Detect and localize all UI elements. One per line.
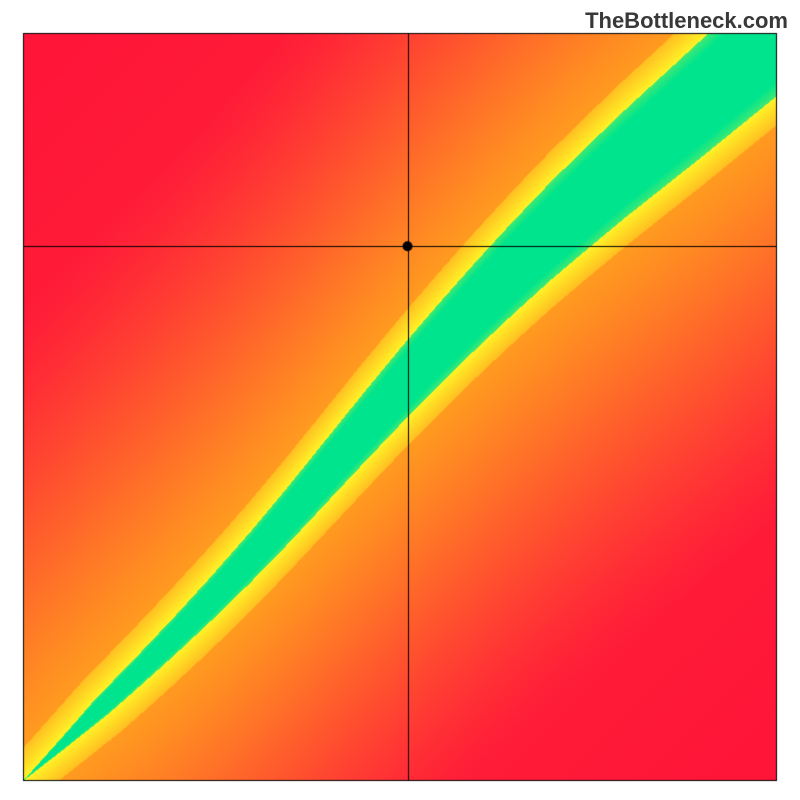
watermark-text: TheBottleneck.com (585, 8, 788, 34)
heatmap-canvas (0, 0, 800, 800)
chart-container: TheBottleneck.com (0, 0, 800, 800)
